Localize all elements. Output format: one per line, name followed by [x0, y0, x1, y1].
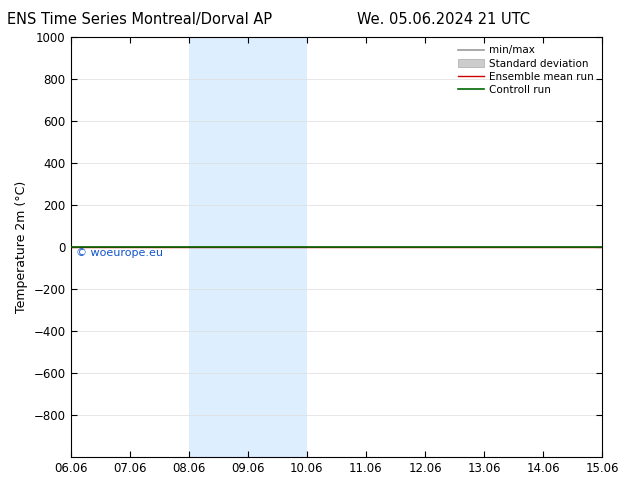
- Bar: [189, 37, 307, 457]
- Text: We. 05.06.2024 21 UTC: We. 05.06.2024 21 UTC: [358, 12, 530, 27]
- Y-axis label: Temperature 2m (°C): Temperature 2m (°C): [15, 181, 28, 313]
- Bar: [602, 37, 632, 457]
- Legend: min/max, Standard deviation, Ensemble mean run, Controll run: min/max, Standard deviation, Ensemble me…: [455, 42, 597, 98]
- Text: ENS Time Series Montreal/Dorval AP: ENS Time Series Montreal/Dorval AP: [7, 12, 272, 27]
- Text: © woeurope.eu: © woeurope.eu: [76, 248, 163, 258]
